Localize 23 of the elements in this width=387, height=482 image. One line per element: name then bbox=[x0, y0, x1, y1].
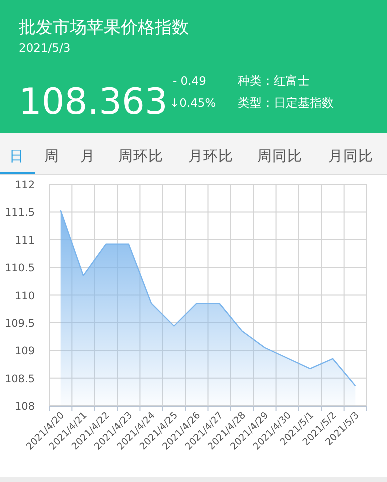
text: 月同比 bbox=[328, 148, 374, 165]
y-tick-label: 111 bbox=[14, 234, 35, 247]
y-tick-label: 110 bbox=[14, 290, 35, 302]
chart-subtitle: 2021/5/3 bbox=[19, 41, 71, 55]
text: - 0.49 bbox=[173, 74, 206, 88]
text: 月环比 bbox=[188, 148, 234, 165]
text: ↓0.45% bbox=[170, 96, 216, 110]
y-tick-label: 110.5 bbox=[4, 262, 35, 275]
y-tick-label: 111.5 bbox=[4, 207, 35, 220]
y-tick-label: 109 bbox=[14, 346, 35, 358]
text: 月 bbox=[80, 149, 96, 165]
y-tick-label: 108 bbox=[14, 401, 35, 413]
text: 种类：红富士 bbox=[238, 74, 310, 88]
y-tick-label: 112 bbox=[14, 180, 35, 192]
y-tick-label: 108.5 bbox=[4, 373, 35, 386]
text: 日 bbox=[10, 149, 24, 165]
text: 周同比 bbox=[258, 148, 302, 165]
chart-title: 批发市场苹果价格指数 bbox=[19, 18, 189, 38]
y-tick-label: 109.5 bbox=[4, 318, 35, 330]
text: 周 bbox=[44, 149, 60, 165]
text: 108.363 bbox=[19, 82, 168, 123]
text: 周环比 bbox=[118, 148, 164, 165]
text: 类型：日定基指数 bbox=[238, 96, 334, 110]
